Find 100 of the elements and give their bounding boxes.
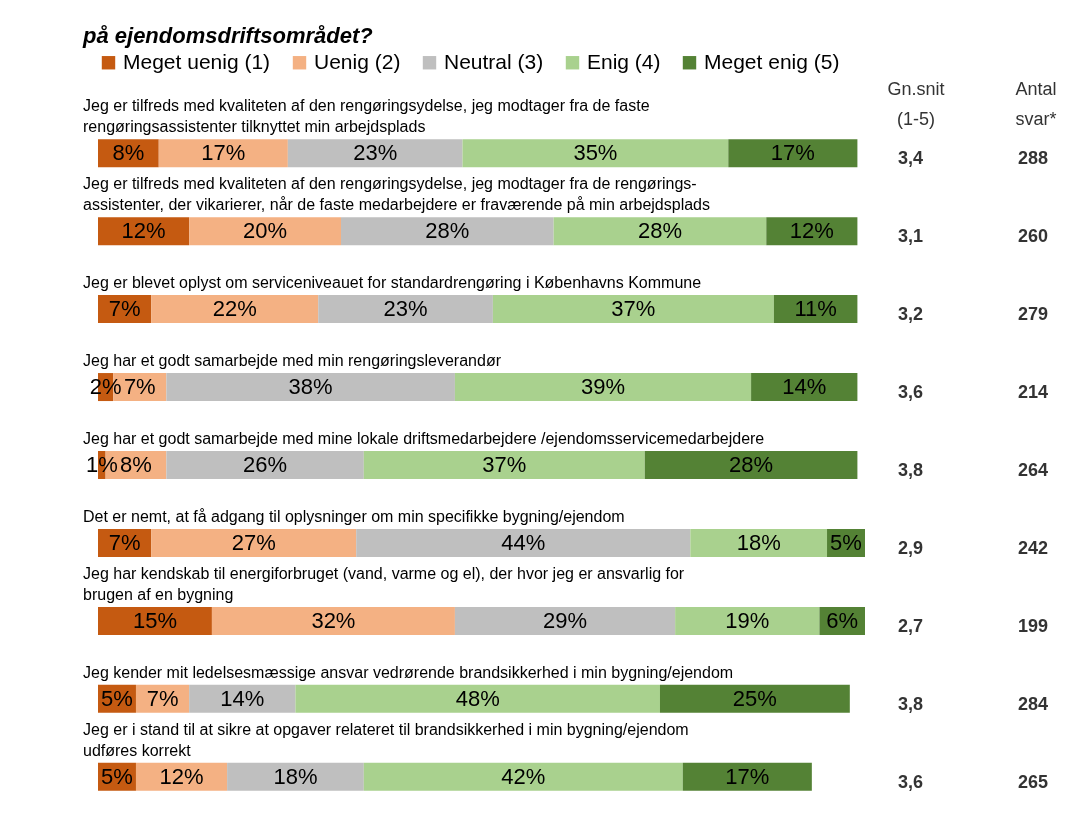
data-label: 25%: [732, 685, 777, 711]
y-tick-label: Jeg er tilfreds med kvaliteten af den rengøringsydelse, jeg modtager fra de rengørings-assistenter, der vikarierer, når de faste medarbejdere er fraværende på min arbejdsplads: [83, 175, 710, 214]
data-label: 35%: [573, 140, 618, 166]
text: 3,8: [898, 460, 924, 480]
text: 242: [1018, 537, 1049, 558]
data-label: 48%: [455, 685, 500, 711]
data-label: 12%: [121, 218, 166, 244]
data-label: 17%: [725, 763, 770, 789]
data-label: 7%: [108, 296, 141, 322]
text: 288: [1018, 148, 1049, 169]
bar: [295, 684, 660, 713]
bar: [166, 451, 364, 479]
data-label: 18%: [273, 763, 318, 789]
data-label: 44%: [501, 529, 546, 555]
text: 3,1: [898, 226, 924, 247]
data-label: 8%: [120, 452, 152, 477]
bar: [166, 373, 455, 402]
bar: [363, 451, 645, 479]
bar: [356, 528, 691, 557]
data-label: 26%: [243, 452, 288, 477]
data-label: 14%: [782, 374, 827, 400]
text: 3,4: [898, 148, 924, 169]
bar: [363, 762, 683, 791]
text: 264: [1018, 460, 1049, 480]
text: 2,9: [898, 537, 924, 558]
bar: [189, 217, 342, 246]
bar: [227, 762, 364, 791]
data-label: 12%: [789, 218, 834, 244]
y-tick-label: Jeg har kendskab til energiforbruget (vand, varme og el), der hvor jeg er ansvarlig for brugen af en bygning: [83, 564, 685, 603]
data-label: 7%: [108, 529, 141, 555]
bar: [492, 295, 774, 324]
data-label: 28%: [425, 218, 470, 244]
y-tick-label: Det er nemt, at få adgang til oplysninger om min specifikke bygning/ejendom: [83, 507, 625, 525]
data-label: 7%: [123, 374, 156, 400]
text: Gn.snit (1-5): [887, 79, 945, 130]
data-label: 20%: [243, 218, 288, 244]
data-label: 5%: [830, 529, 862, 555]
data-label: 28%: [729, 452, 774, 477]
data-label: 6%: [826, 607, 859, 633]
bar: [454, 373, 752, 402]
data-label: 7%: [146, 685, 179, 711]
text: 265: [1018, 771, 1049, 792]
bar: [454, 606, 676, 635]
data-label: 14%: [220, 685, 265, 711]
bar: [151, 295, 319, 324]
text: 260: [1018, 226, 1049, 247]
text: 3,2: [898, 304, 924, 325]
bar: [659, 684, 850, 713]
text: 284: [1018, 693, 1049, 714]
data-label: 32%: [311, 607, 356, 633]
bar: [211, 606, 455, 635]
data-label: 28%: [637, 218, 682, 244]
data-label: 37%: [611, 296, 656, 322]
data-label: 1%: [85, 452, 118, 477]
legend-label: Neutral (3): [444, 49, 544, 73]
y-tick-label: Jeg har et godt samarbejde med mine lokale driftsmedarbejdere /ejendomsservicemedarbejdere: [83, 430, 765, 447]
data-label: 17%: [201, 140, 246, 166]
bar: [728, 139, 858, 168]
bar: [151, 528, 357, 557]
bar: [158, 139, 288, 168]
data-label: 42%: [501, 763, 546, 789]
data-label: 17%: [770, 140, 815, 166]
bar: [690, 528, 828, 557]
data-label: 23%: [383, 296, 428, 322]
data-label: 5%: [101, 763, 133, 789]
data-label: 8%: [112, 140, 145, 166]
legend-label: Meget enig (5): [704, 49, 840, 73]
data-label: 39%: [580, 374, 626, 400]
legend-label: Uenig (2): [314, 49, 401, 73]
data-label: 37%: [482, 452, 527, 477]
text: 3,6: [898, 771, 924, 792]
bar: [553, 217, 767, 246]
legend-label: Enig (4): [587, 49, 661, 73]
bar: [462, 139, 729, 168]
data-label: 23%: [353, 140, 398, 166]
data-label: 15%: [132, 607, 177, 633]
bar: [675, 606, 820, 635]
data-label: 11%: [794, 296, 837, 322]
text: 279: [1018, 304, 1049, 325]
text: 3,6: [898, 382, 924, 403]
bar: [98, 606, 212, 635]
bar: [318, 295, 493, 324]
y-tick-label: Jeg kender mit ledelsesmæssige ansvar vedrørende brandsikkerhed i min bygning/ejendom: [83, 663, 734, 681]
bar: [287, 139, 463, 168]
y-tick-label: Jeg er blevet oplyst om serviceniveauet for standardrengøring i Københavns Kommune: [83, 274, 702, 292]
data-label: 18%: [736, 529, 781, 555]
legend-label: Meget uenig (1): [123, 49, 271, 73]
bar: [644, 451, 858, 479]
data-label: 19%: [725, 607, 770, 633]
y-tick-label: Jeg har et godt samarbejde med min rengøringsleverandør: [83, 352, 502, 370]
y-tick-label: Jeg er i stand til at sikre at opgaver relateret til brandsikkerhed i min bygning/ejendom udføres korrekt: [83, 720, 689, 759]
data-label: 5%: [101, 685, 133, 711]
data-label: 38%: [288, 374, 333, 400]
bar: [682, 762, 812, 791]
data-label: 29%: [543, 607, 588, 633]
data-label: 27%: [231, 529, 276, 555]
text: 199: [1018, 615, 1049, 636]
text: 3,8: [898, 693, 924, 714]
bar: [341, 217, 554, 246]
y-tick-label: Jeg er tilfreds med kvaliteten af den rengøringsydelse, jeg modtager fra de faste rengøringsassistenter tilknyttet min arbejdsplads: [83, 97, 650, 136]
